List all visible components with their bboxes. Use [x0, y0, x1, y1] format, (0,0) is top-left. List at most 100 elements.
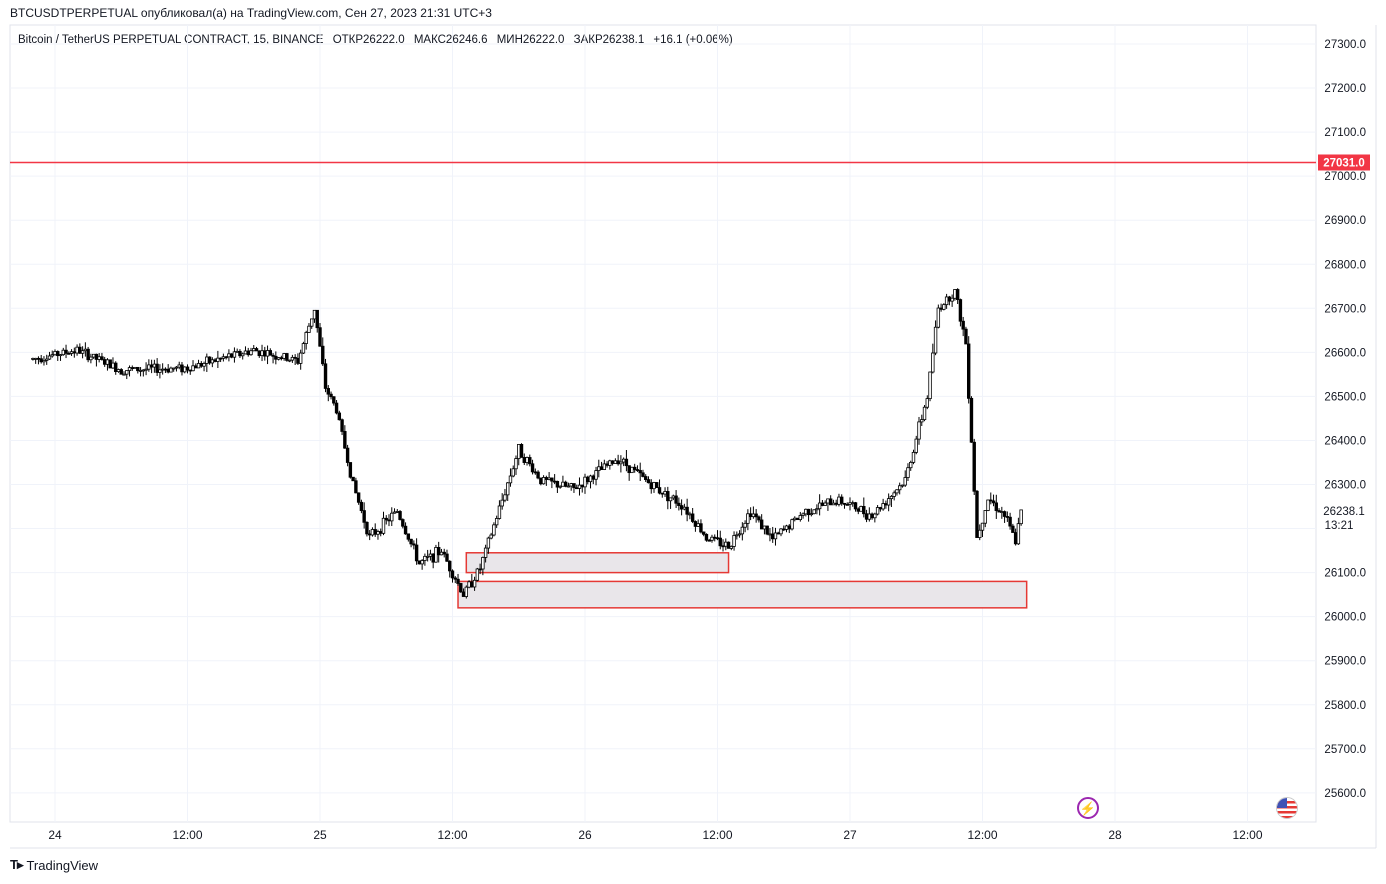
candle-body	[530, 463, 535, 473]
candle-body	[674, 495, 678, 504]
candle-body	[550, 477, 554, 482]
symbol-name[interactable]: Bitcoin / TetherUS PERPETUAL CONTRACT, 1…	[18, 34, 324, 46]
candle-body	[160, 368, 165, 371]
candle-body	[130, 367, 134, 369]
candle-body	[928, 371, 932, 400]
candle-body	[301, 343, 306, 354]
candle-body	[33, 357, 38, 360]
candle-body	[840, 496, 844, 504]
candle-body	[713, 536, 717, 539]
price-tick-label: 25700.0	[1324, 744, 1366, 756]
candle-body	[207, 356, 212, 364]
candle-body	[920, 419, 924, 423]
candle-body	[254, 348, 259, 352]
candle-body	[572, 483, 576, 489]
candle-body	[583, 476, 587, 488]
candle-body	[293, 356, 297, 359]
candle-body	[862, 506, 866, 515]
candle-body	[298, 352, 303, 364]
candle-body	[472, 579, 477, 588]
footer-brand[interactable]: T▸ TradingView	[10, 857, 98, 873]
candle-body	[721, 545, 725, 548]
candle-body	[268, 350, 273, 356]
price-tick-label: 26100.0	[1324, 568, 1366, 580]
candle-body	[1016, 523, 1021, 545]
candle-body	[834, 502, 838, 505]
candle-body	[851, 502, 855, 505]
candle-body	[1008, 516, 1012, 527]
candle-body	[842, 502, 847, 505]
current-price-label: 26238.1	[1323, 506, 1365, 518]
candle-body	[831, 502, 836, 506]
candle-body	[751, 513, 756, 518]
candle-body	[199, 363, 204, 367]
candle-body	[909, 461, 913, 469]
candle-body	[279, 357, 284, 360]
candle-body	[321, 345, 325, 365]
candle-body	[1011, 525, 1015, 533]
demand-zone-1	[465, 552, 730, 574]
candle-body	[801, 513, 805, 516]
candle-body	[878, 507, 883, 510]
candle-body	[859, 506, 863, 512]
candle-body	[511, 468, 515, 477]
candle-body	[853, 502, 858, 510]
candle-body	[812, 509, 816, 515]
price-tick-label: 26600.0	[1324, 347, 1366, 359]
candle-body	[158, 369, 162, 373]
candle-body	[563, 481, 568, 487]
symbol-legend: Bitcoin / TetherUS PERPETUAL CONTRACT, 1…	[18, 34, 739, 46]
candle-body	[991, 500, 996, 504]
candle-body	[895, 489, 899, 494]
candle-body	[398, 511, 402, 520]
plot-frame	[9, 24, 1317, 823]
candle-body	[218, 357, 223, 360]
us-flag-icon[interactable]	[1276, 797, 1298, 819]
candle-body	[453, 577, 457, 580]
candle-body	[555, 480, 560, 488]
candle-body	[947, 296, 952, 302]
candle-body	[227, 353, 231, 358]
candle-body	[183, 366, 187, 373]
candle-body	[78, 346, 82, 354]
candle-body	[627, 465, 631, 474]
candle-body	[867, 513, 872, 520]
candle-body	[906, 467, 910, 478]
candle-body	[376, 531, 380, 535]
candle-body	[586, 476, 590, 483]
change-value: +16.1 (+0.06%)	[653, 34, 733, 46]
price-tick-label: 25900.0	[1324, 656, 1366, 668]
candle-body	[216, 357, 220, 362]
candle-body	[782, 528, 786, 531]
candle-body	[619, 461, 623, 465]
candle-body	[1002, 511, 1007, 517]
candle-body	[541, 477, 546, 485]
candle-body	[925, 398, 929, 408]
candle-body	[370, 529, 375, 536]
time-tick-label: 12:00	[172, 828, 202, 842]
candle-body	[125, 370, 129, 375]
candle-body	[97, 356, 101, 360]
candle-body	[442, 551, 446, 555]
candle-body	[177, 364, 181, 368]
candle-body	[969, 397, 974, 443]
time-tick-label: 12:00	[702, 828, 732, 842]
candle-body	[533, 471, 538, 474]
candle-body	[856, 508, 860, 512]
candle-body	[671, 495, 676, 499]
candle-body	[307, 325, 311, 333]
candle-body	[591, 475, 595, 480]
lightning-icon[interactable]: ⚡	[1077, 797, 1099, 819]
candle-body	[332, 396, 336, 404]
candle-body	[287, 359, 292, 362]
time-tick-label: 12:00	[1232, 828, 1262, 842]
current-price-box	[1318, 502, 1370, 533]
candle-body	[348, 462, 353, 478]
candle-body	[312, 309, 317, 320]
candle-body	[232, 351, 237, 358]
candle-body	[260, 350, 264, 357]
candle-body	[166, 368, 170, 373]
candle-body	[939, 307, 943, 310]
candle-body	[425, 555, 430, 558]
